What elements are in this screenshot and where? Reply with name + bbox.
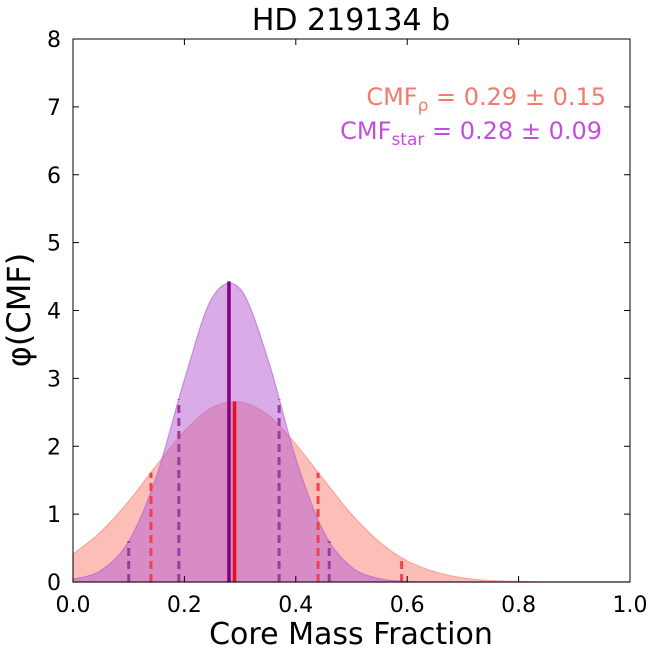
x-tick-label: 0.6: [390, 593, 425, 618]
y-tick-label: 1: [47, 503, 61, 528]
annotation-sub: star: [391, 130, 424, 150]
y-tick-label: 6: [47, 164, 61, 189]
y-tick-label: 3: [47, 367, 61, 392]
annotation: CMFρ = 0.29 ± 0.15: [366, 83, 606, 116]
y-tick-label: 5: [47, 232, 61, 257]
x-tick-label: 0.0: [56, 593, 91, 618]
annotation: CMFstar = 0.28 ± 0.09: [340, 117, 602, 150]
y-tick-label: 4: [47, 300, 61, 325]
x-tick-label: 0.8: [501, 593, 536, 618]
y-tick-label: 7: [47, 96, 61, 121]
annotation-text: CMF: [340, 117, 391, 145]
x-tick-label: 0.4: [278, 593, 313, 618]
y-axis-label: φ(CMF): [0, 253, 38, 367]
annotation-rest: = 0.28 ± 0.09: [424, 117, 602, 145]
chart-title: HD 219134 b: [252, 3, 450, 38]
x-tick-label: 1.0: [613, 593, 648, 618]
y-tick-label: 2: [47, 435, 61, 460]
y-tick-label: 8: [47, 28, 61, 53]
y-tick-label: 0: [47, 571, 61, 596]
annotation-text: CMF: [366, 83, 417, 111]
annotation-sub: ρ: [418, 96, 429, 116]
x-tick-label: 0.2: [167, 593, 202, 618]
x-axis-label: Core Mass Fraction: [209, 617, 493, 652]
annotation-rest: = 0.29 ± 0.15: [428, 83, 606, 111]
